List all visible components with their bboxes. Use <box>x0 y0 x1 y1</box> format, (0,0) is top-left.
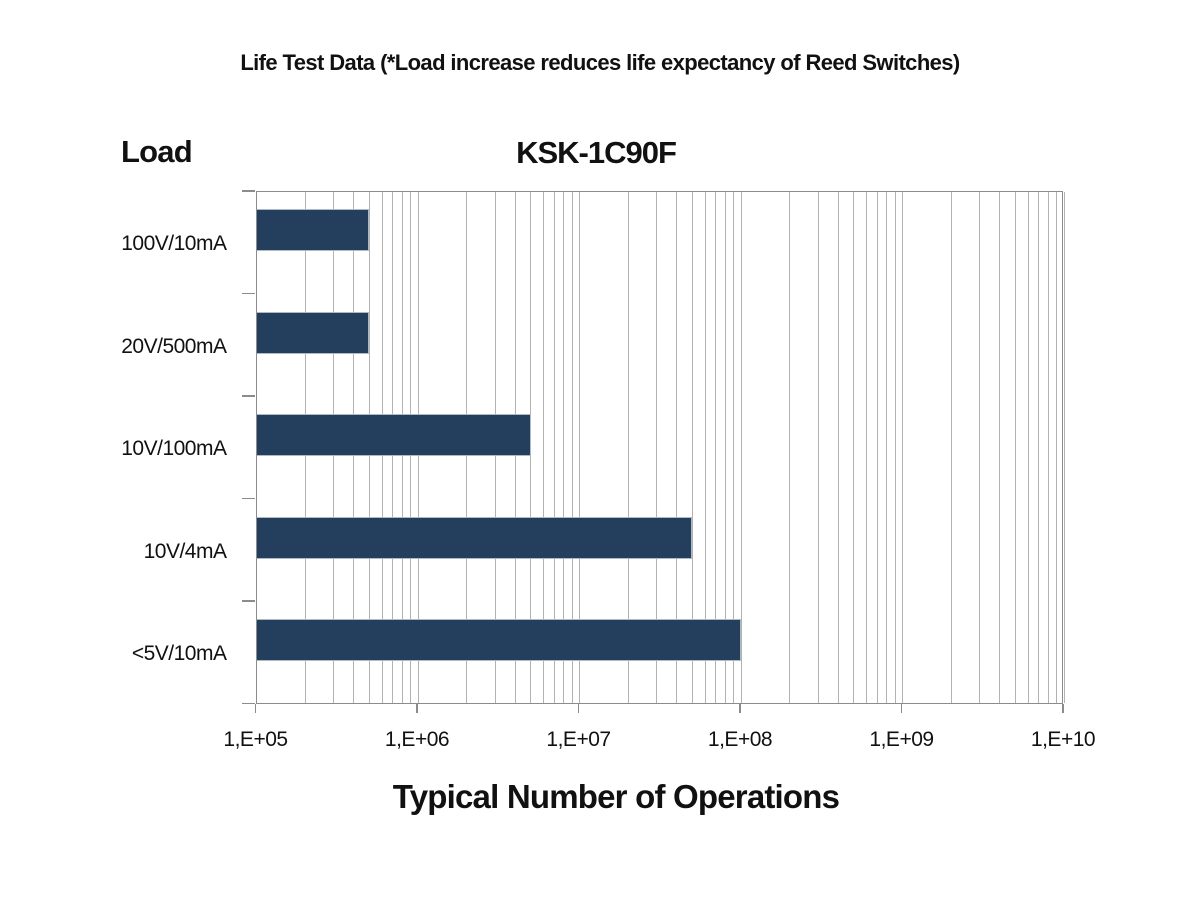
minor-gridline <box>886 192 888 703</box>
minor-gridline <box>876 192 878 703</box>
minor-gridline <box>1027 192 1029 703</box>
bar-20V/500mA <box>256 311 370 354</box>
y-axis-tick <box>241 600 255 602</box>
page-title: Life Test Data (*Load increase reduces l… <box>240 50 960 75</box>
y-axis-label: 100V/10mA <box>121 232 227 256</box>
minor-gridline <box>853 192 855 703</box>
minor-gridline <box>691 192 693 703</box>
x-axis-tick-label: 1,E+07 <box>546 728 611 751</box>
minor-gridline <box>1056 192 1058 703</box>
bar-100V/10mA <box>256 209 370 252</box>
minor-gridline <box>656 192 658 703</box>
minor-gridline <box>1038 192 1040 703</box>
y-axis-tick <box>241 292 255 295</box>
y-axis-heading: Load <box>121 134 193 169</box>
x-axis-tick <box>900 703 903 713</box>
x-axis-tick <box>1062 703 1064 713</box>
minor-gridline <box>999 192 1001 703</box>
x-axis-tick <box>254 703 257 713</box>
minor-gridline <box>950 192 952 703</box>
y-axis-label: 10V/100mA <box>121 437 227 461</box>
minor-gridline <box>894 192 896 703</box>
minor-gridline <box>571 192 573 703</box>
minor-gridline <box>866 192 868 703</box>
x-axis-tick-label: 1,E+09 <box>869 728 934 751</box>
minor-gridline <box>789 192 791 703</box>
bar-10V/100mA <box>256 414 531 457</box>
y-axis-tick <box>241 395 255 397</box>
minor-gridline <box>724 192 726 703</box>
minor-gridline <box>715 192 717 703</box>
bar-10V/4mA <box>256 516 693 559</box>
major-gridline <box>902 192 903 703</box>
y-axis-label: 20V/500mA <box>121 334 227 358</box>
minor-gridline <box>563 192 565 703</box>
x-axis-tick <box>416 703 418 713</box>
bar-<5V/10mA <box>256 619 741 662</box>
major-gridline <box>740 192 742 703</box>
x-axis-tick <box>577 703 580 713</box>
x-axis-tick-label: 1,E+05 <box>223 728 288 751</box>
minor-gridline <box>530 192 532 703</box>
minor-gridline <box>1014 192 1016 703</box>
minor-gridline <box>837 192 839 703</box>
x-axis-tick-label: 1,E+06 <box>384 728 450 751</box>
major-gridline <box>1063 192 1065 703</box>
y-axis-label: 10V/4mA <box>143 539 227 563</box>
y-axis-tick <box>241 702 255 705</box>
y-axis-tick <box>241 497 255 500</box>
y-axis-label: <5V/10mA <box>131 642 227 666</box>
minor-gridline <box>676 192 678 703</box>
minor-gridline <box>627 192 629 703</box>
minor-gridline <box>543 192 545 703</box>
minor-gridline <box>733 192 735 703</box>
minor-gridline <box>817 192 819 703</box>
x-axis-tick-label: 1,E+10 <box>1030 728 1096 751</box>
minor-gridline <box>1047 192 1049 703</box>
x-axis-title: Typical Number of Operations <box>392 778 840 815</box>
chart-title: KSK-1C90F <box>516 135 677 170</box>
y-axis-tick <box>241 190 255 192</box>
x-axis-tick <box>739 703 741 713</box>
plot-area <box>255 191 1065 704</box>
minor-gridline <box>553 192 555 703</box>
minor-gridline <box>979 192 981 703</box>
major-gridline <box>579 192 580 703</box>
x-axis-tick-label: 1,E+08 <box>707 728 773 751</box>
minor-gridline <box>704 192 706 703</box>
